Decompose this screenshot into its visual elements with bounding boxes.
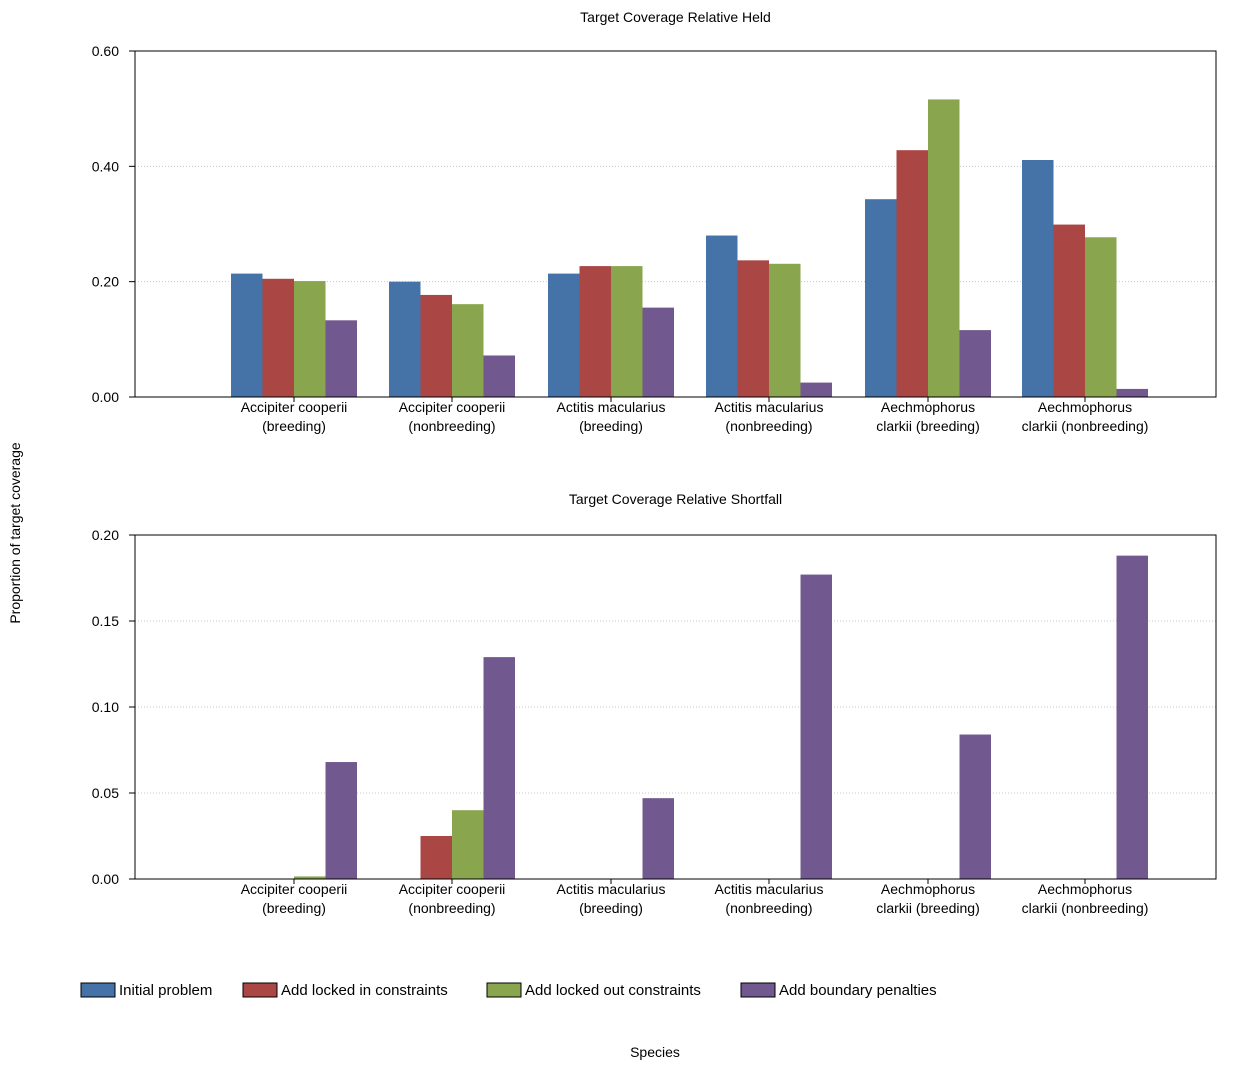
legend-item: Initial problem [80,982,212,999]
x-tick-label: Aechmophorus clarkii (nonbreeding) [1022,399,1149,434]
bar-add-locked-out-constraints [452,810,484,879]
bar-add-boundary-penalties [325,762,357,879]
bar-add-locked-out-constraints [611,266,643,397]
x-tick-label: Aechmophorus clarkii (breeding) [876,881,979,916]
bar-add-locked-out-constraints [452,304,484,397]
bar-add-boundary-penalties [800,574,832,879]
bar-add-locked-in-constraints [579,266,611,397]
y-tick-label: 0.00 [92,389,119,405]
x-axis-title: Species [630,1044,680,1060]
chart-panel-2: Target Coverage Relative Shortfall 0.00 0.… [92,491,1217,916]
bar-initial-problem [548,273,580,397]
bar-add-locked-out-constraints [769,263,801,397]
x-tick-label: Aechmophorus clarkii (nonbreeding) [1022,881,1149,916]
bar-add-locked-out-constraints [294,876,326,879]
bar-initial-problem [231,273,263,397]
legend-swatch [80,982,116,998]
y-tick-label: 0.20 [92,274,119,290]
chart-title: Target Coverage Relative Held [580,9,771,25]
y-tick-label: 0.20 [92,527,119,543]
bar-add-locked-in-constraints [737,260,769,397]
chart-title: Target Coverage Relative Shortfall [569,491,782,507]
bar-initial-problem [389,281,421,397]
bar-add-boundary-penalties [642,307,674,397]
bar-add-boundary-penalties [959,330,991,397]
bar-add-locked-out-constraints [928,99,960,397]
legend: Initial problem Add locked in constraints… [80,982,937,999]
y-tick-label: 0.60 [92,43,119,59]
legend-label: Initial problem [119,982,212,999]
bar-add-boundary-penalties [959,734,991,879]
legend-swatch [486,982,522,998]
bar-add-locked-out-constraints [1085,237,1117,397]
x-tick-label: Aechmophorus clarkii (breeding) [876,399,979,434]
bar-add-locked-in-constraints [420,294,452,397]
x-tick-label: Actitis macularius (breeding) [557,881,666,916]
y-tick-label: 0.00 [92,871,119,887]
plot-area-frame [134,50,1217,398]
x-tick-label: Accipiter cooperii (nonbreeding) [399,399,506,434]
legend-item: Add locked out constraints [486,982,701,999]
bar-add-boundary-penalties [483,657,515,879]
bar-add-boundary-penalties [1116,555,1148,879]
bar-add-boundary-penalties [800,382,832,397]
bar-add-locked-in-constraints [1053,224,1085,397]
plot-area-frame [134,534,1217,880]
bar-initial-problem [706,235,738,397]
bar-add-locked-in-constraints [420,836,452,879]
legend-item: Add boundary penalties [740,982,937,999]
y-tick-label: 0.40 [92,158,119,174]
x-tick-label: Accipiter cooperii (breeding) [241,399,348,434]
x-tick-label: Accipiter cooperii (breeding) [241,881,348,916]
bar-initial-problem [865,199,897,397]
legend-label: Add locked in constraints [281,982,448,999]
legend-swatch [740,982,776,998]
x-tick-label: Actitis macularius (nonbreeding) [715,881,824,916]
bar-add-locked-in-constraints [262,278,294,397]
bar-add-boundary-penalties [642,798,674,879]
legend-label: Add locked out constraints [525,982,701,999]
bar-initial-problem [1022,159,1054,397]
y-axis-title: Proportion of target coverage [7,442,23,624]
bar-add-boundary-penalties [325,320,357,397]
y-tick-label: 0.05 [92,785,119,801]
x-tick-label: Actitis macularius (nonbreeding) [715,399,824,434]
bar-add-locked-out-constraints [294,281,326,397]
legend-item: Add locked in constraints [242,982,448,999]
legend-swatch [242,982,278,998]
bar-add-boundary-penalties [483,355,515,397]
legend-label: Add boundary penalties [779,982,937,999]
bar-add-boundary-penalties [1116,388,1148,397]
bar-add-locked-in-constraints [896,150,928,397]
y-tick-label: 0.15 [92,613,119,629]
x-tick-label: Actitis macularius (breeding) [557,399,666,434]
y-tick-label: 0.10 [92,699,119,715]
chart-panel-1: Target Coverage Relative Held 0.00 0.20 0.4… [92,9,1217,434]
x-tick-label: Accipiter cooperii (nonbreeding) [399,881,506,916]
